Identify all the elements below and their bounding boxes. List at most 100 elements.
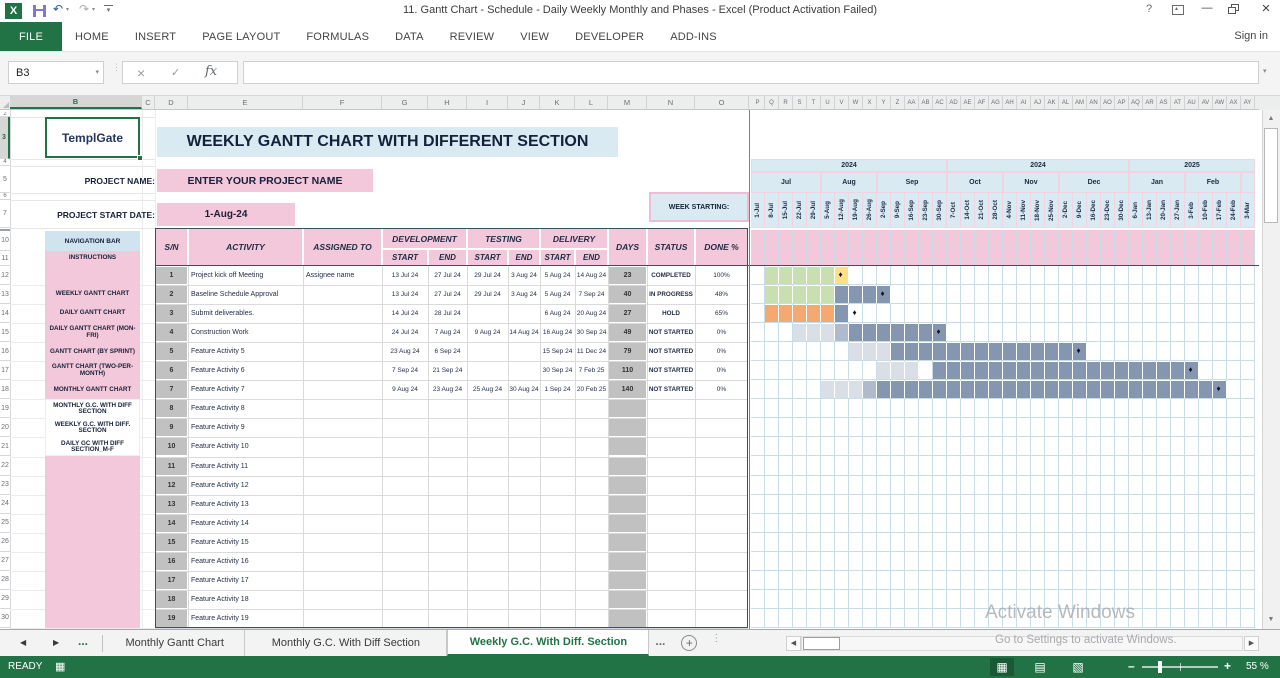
- redo-dropdown-icon[interactable]: ▾: [92, 7, 96, 13]
- activity-cell[interactable]: Feature Activity 5: [191, 348, 245, 356]
- column-header-AJ[interactable]: AJ: [1031, 96, 1045, 109]
- ribbon-tab-insert[interactable]: INSERT: [134, 30, 177, 43]
- column-header-N[interactable]: N: [647, 96, 695, 109]
- column-header-AR[interactable]: AR: [1143, 96, 1157, 109]
- column-header-AI[interactable]: AI: [1017, 96, 1031, 109]
- column-header-H[interactable]: H: [428, 96, 467, 109]
- row-header-10[interactable]: 10: [0, 231, 10, 251]
- activity-cell[interactable]: Baseline Schedule Approval: [191, 291, 279, 299]
- activity-cell[interactable]: Submit deliverables.: [191, 310, 255, 318]
- row-header-19[interactable]: 19: [0, 399, 10, 419]
- h-scrollbar-thumb[interactable]: [803, 637, 840, 650]
- column-header-AN[interactable]: AN: [1087, 96, 1101, 109]
- name-box-dropdown-icon[interactable]: ▾: [95, 69, 99, 76]
- row-header-26[interactable]: 26: [0, 533, 10, 552]
- gantt-row[interactable]: [751, 476, 1255, 495]
- sidebar-item-monthly-gantt-chart[interactable]: MONTHLY GANTT CHART: [53, 385, 132, 393]
- date-cell[interactable]: 5 Aug 24: [544, 291, 571, 299]
- row-header-17[interactable]: 17: [0, 361, 10, 381]
- gantt-row[interactable]: [751, 285, 1255, 305]
- date-cell[interactable]: 7 Sep 24: [578, 291, 605, 299]
- enter-icon[interactable]: ✓: [171, 67, 181, 79]
- column-header-C[interactable]: C: [142, 96, 155, 109]
- row-header-23[interactable]: 23: [0, 476, 10, 495]
- column-header-V[interactable]: V: [835, 96, 849, 109]
- status-mode[interactable]: READY: [8, 661, 43, 672]
- activity-cell[interactable]: Feature Activity 17: [191, 576, 249, 584]
- view-page-break-button[interactable]: ▧: [1072, 660, 1084, 674]
- gantt-row[interactable]: [751, 361, 1255, 381]
- gantt-bar-segment-light[interactable]: [821, 381, 863, 399]
- activity-cell[interactable]: Feature Activity 16: [191, 557, 249, 565]
- date-cell[interactable]: 9 Aug 24: [392, 386, 418, 394]
- column-header-L[interactable]: L: [575, 96, 608, 109]
- ribbon-tab-formulas[interactable]: FORMULAS: [306, 30, 370, 43]
- row-header-7[interactable]: 7: [0, 200, 10, 228]
- help-icon[interactable]: ?: [1145, 3, 1153, 15]
- date-cell[interactable]: 20 Feb 25: [576, 386, 607, 394]
- column-header-Y[interactable]: Y: [877, 96, 891, 109]
- date-cell[interactable]: 20 Aug 24: [576, 310, 607, 318]
- date-cell[interactable]: 15 Sep 24: [542, 348, 573, 356]
- name-box[interactable]: B3 ▾: [8, 61, 104, 84]
- column-header-D[interactable]: D: [155, 96, 188, 109]
- activity-cell[interactable]: Feature Activity 7: [191, 386, 245, 394]
- date-cell[interactable]: 6 Sep 24: [434, 348, 461, 356]
- column-header-F[interactable]: F: [303, 96, 382, 109]
- close-button[interactable]: ×: [1261, 0, 1271, 17]
- gantt-row[interactable]: [751, 590, 1255, 609]
- activity-cell[interactable]: Project kick off Meeting: [191, 272, 264, 280]
- scroll-down-icon[interactable]: ▼: [1267, 616, 1275, 623]
- zoom-out-button[interactable]: –: [1128, 659, 1135, 673]
- column-header-J[interactable]: J: [508, 96, 540, 109]
- date-cell[interactable]: 30 Sep 24: [576, 329, 607, 337]
- gantt-bar-segment-orange[interactable]: [765, 305, 835, 323]
- row-header-16[interactable]: 16: [0, 342, 10, 362]
- activity-cell[interactable]: Construction Work: [191, 329, 249, 337]
- column-header-AU[interactable]: AU: [1185, 96, 1199, 109]
- undo-icon[interactable]: ↶: [53, 2, 64, 16]
- qat-customize-icon[interactable]: ▾: [104, 5, 113, 17]
- cancel-icon[interactable]: ×: [137, 65, 146, 81]
- date-cell[interactable]: 13 Jul 24: [391, 291, 419, 299]
- column-header-Z[interactable]: Z: [891, 96, 905, 109]
- gantt-bar-segment-light[interactable]: [849, 343, 891, 361]
- date-cell[interactable]: 29 Jul 24: [474, 291, 501, 299]
- column-header-U[interactable]: U: [821, 96, 835, 109]
- fill-handle[interactable]: [137, 155, 143, 161]
- date-cell[interactable]: 30 Sep 24: [542, 367, 573, 375]
- ribbon-tab-file[interactable]: FILE: [0, 22, 63, 51]
- gantt-row[interactable]: [751, 304, 1255, 324]
- macro-record-icon[interactable]: ▦: [55, 661, 66, 673]
- row-header-6[interactable]: 6: [0, 193, 10, 200]
- done-cell[interactable]: 0%: [716, 386, 727, 394]
- sidebar-item-daily-gantt-chart[interactable]: DAILY GANTT CHART: [59, 309, 126, 317]
- gantt-bar-segment-green[interactable]: [765, 286, 835, 304]
- column-header-AT[interactable]: AT: [1171, 96, 1185, 109]
- date-cell[interactable]: 27 Jul 24: [434, 272, 461, 280]
- gantt-bar-segment-dark[interactable]: [891, 343, 1087, 361]
- select-all-corner[interactable]: [0, 96, 10, 109]
- column-header-AS[interactable]: AS: [1157, 96, 1171, 109]
- gantt-row[interactable]: [751, 552, 1255, 571]
- gantt-row[interactable]: [751, 418, 1255, 438]
- column-header-E[interactable]: E: [188, 96, 303, 109]
- activity-cell[interactable]: Feature Activity 12: [191, 481, 249, 489]
- gantt-bar-segment-green[interactable]: [765, 267, 835, 285]
- gantt-bar-segment-light[interactable]: [877, 362, 919, 380]
- sheet-next-icon[interactable]: ▶: [53, 638, 60, 647]
- gantt-bar-segment-dark[interactable]: [877, 381, 1227, 399]
- date-cell[interactable]: 7 Feb 25: [578, 367, 605, 375]
- formula-input[interactable]: [243, 61, 1259, 84]
- sheet-overflow-right[interactable]: ...: [655, 634, 666, 648]
- column-header-AQ[interactable]: AQ: [1129, 96, 1143, 109]
- h-scroll-left-icon[interactable]: ◀: [786, 636, 801, 651]
- date-cell[interactable]: 14 Jul 24: [391, 310, 419, 318]
- column-header-AK[interactable]: AK: [1045, 96, 1059, 109]
- zoom-level[interactable]: 55 %: [1246, 661, 1269, 672]
- column-header-O[interactable]: O: [695, 96, 749, 109]
- date-cell[interactable]: 5 Aug 24: [544, 272, 571, 280]
- ribbon-tab-view[interactable]: VIEW: [520, 30, 550, 43]
- date-cell[interactable]: 14 Aug 24: [509, 329, 539, 337]
- column-headers[interactable]: B C D E F G H I J K L M N O P Q R S T U V W X Y Z AA AB AC AD AE AF AG A…: [0, 96, 1280, 110]
